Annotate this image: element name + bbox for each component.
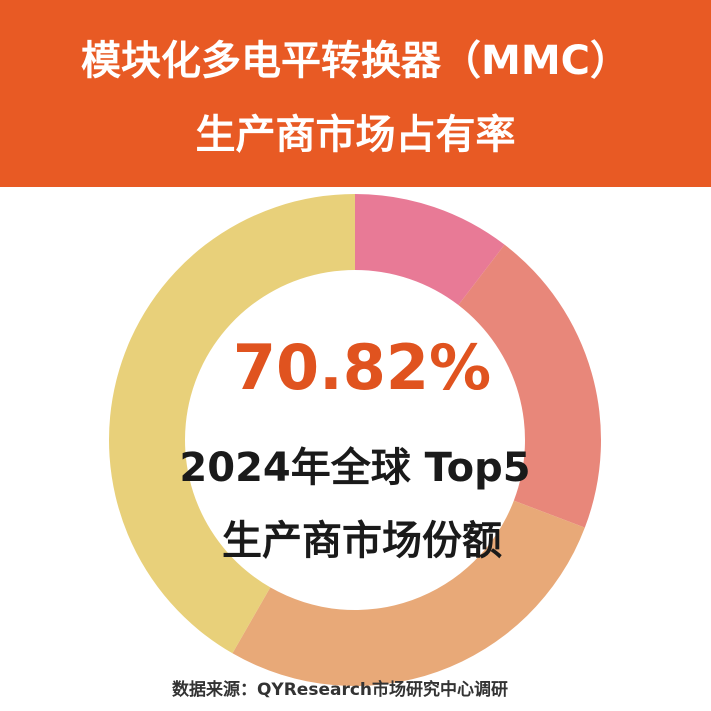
title: 模块化多电平转换器（MMC） bbox=[81, 38, 630, 84]
center-label: 生产商市场份额 bbox=[222, 518, 502, 564]
center-value: 70.82% bbox=[233, 331, 491, 404]
donut-slice bbox=[355, 194, 505, 306]
subtitle: 生产商市场占有率 bbox=[195, 112, 516, 158]
header: 模块化多电平转换器（MMC） 生产商市场占有率 bbox=[0, 0, 711, 187]
donut-slice bbox=[232, 500, 585, 686]
donut-slice bbox=[108, 194, 355, 654]
donut-slice bbox=[458, 244, 601, 528]
donut bbox=[108, 194, 601, 686]
center-label: 2024年全球 Top5 bbox=[179, 445, 530, 491]
source: 数据来源：QYResearch市场研究中心调研 bbox=[172, 679, 508, 700]
